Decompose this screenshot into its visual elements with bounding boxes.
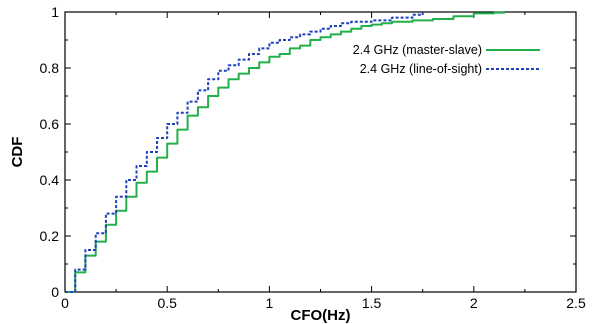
- y-axis-label: CDF: [9, 137, 26, 168]
- x-tick-label: 0: [61, 295, 69, 311]
- x-tick-label: 2: [470, 295, 478, 311]
- y-tick-label: 0.8: [40, 60, 60, 76]
- x-tick-label: 1.5: [362, 295, 382, 311]
- series-master-slave-line: [65, 11, 506, 293]
- x-tick-label: 0.5: [157, 295, 177, 311]
- y-tick-label: 0.4: [40, 172, 60, 188]
- y-tick-label: 0.2: [40, 228, 60, 244]
- x-axis-label: CFO(Hz): [291, 307, 351, 324]
- y-tick-label: 0.6: [40, 116, 60, 132]
- legend-label: 2.4 GHz (line-of-sight): [360, 62, 482, 76]
- series-line-of-sight-line: [65, 12, 424, 293]
- x-tick-label: 1: [266, 295, 274, 311]
- legend-label: 2.4 GHz (master-slave): [353, 43, 482, 57]
- axis-layer: 0 0.5 1 1.5 2 2.5 0 0.2 0.4 0.6 0.8 1: [40, 4, 586, 311]
- legend: 2.4 GHz (master-slave) 2.4 GHz (line-of-s…: [353, 43, 540, 76]
- plot-frame: [64, 11, 577, 293]
- y-tick-label: 1: [51, 4, 59, 20]
- series-layer: [65, 11, 506, 293]
- x-tick-label: 2.5: [566, 295, 586, 311]
- y-tick-label: 0: [51, 284, 59, 300]
